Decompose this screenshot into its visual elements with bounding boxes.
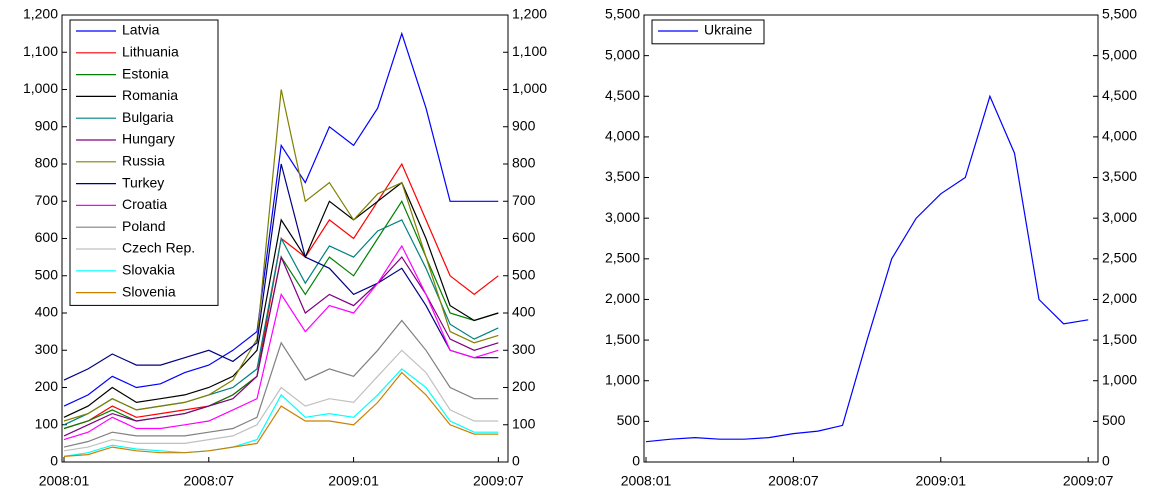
plot-frame bbox=[643, 14, 1099, 463]
series-line bbox=[63, 368, 499, 457]
y-tick-label: 3,500 bbox=[605, 168, 640, 184]
y-tick-label-right: 200 bbox=[512, 378, 536, 394]
legend-label: Slovenia bbox=[122, 283, 176, 299]
legend-label: Latvia bbox=[122, 22, 160, 38]
legend-label: Bulgaria bbox=[122, 109, 174, 125]
legend-box bbox=[69, 19, 219, 306]
series-line bbox=[63, 163, 499, 381]
y-tick-label: 600 bbox=[35, 229, 59, 245]
series-line bbox=[63, 349, 499, 452]
y-tick-label-right: 300 bbox=[512, 341, 536, 357]
x-tick-label: 2009:01 bbox=[328, 473, 379, 489]
series-line bbox=[63, 244, 499, 441]
y-tick-label: 0 bbox=[632, 453, 640, 469]
y-tick-label-right: 4,500 bbox=[1102, 87, 1137, 103]
y-tick-label: 3,000 bbox=[605, 209, 640, 225]
legend-label: Croatia bbox=[122, 196, 167, 212]
y-tick-label: 800 bbox=[35, 155, 59, 171]
y-tick-label: 1,200 bbox=[23, 6, 58, 22]
y-tick-label-right: 4,000 bbox=[1102, 128, 1137, 144]
y-tick-label-right: 0 bbox=[1102, 453, 1110, 469]
y-tick-label: 4,500 bbox=[605, 87, 640, 103]
x-tick-label: 2009:07 bbox=[1063, 473, 1114, 489]
y-tick-label: 700 bbox=[35, 192, 59, 208]
legend-label: Slovakia bbox=[122, 262, 175, 278]
y-tick-label: 400 bbox=[35, 304, 59, 320]
y-tick-label: 1,000 bbox=[23, 80, 58, 96]
y-tick-label: 4,000 bbox=[605, 128, 640, 144]
y-tick-label-right: 700 bbox=[512, 192, 536, 208]
y-tick-label-right: 3,000 bbox=[1102, 209, 1137, 225]
y-tick-label-right: 1,200 bbox=[512, 6, 547, 22]
y-tick-label: 500 bbox=[35, 266, 59, 282]
y-tick-label: 1,500 bbox=[605, 331, 640, 347]
y-tick-label-right: 1,000 bbox=[512, 80, 547, 96]
y-tick-label-right: 100 bbox=[512, 415, 536, 431]
y-tick-label: 5,500 bbox=[605, 6, 640, 22]
series-line bbox=[63, 31, 499, 407]
x-tick-label: 2009:01 bbox=[915, 473, 966, 489]
y-tick-label: 1,100 bbox=[23, 43, 58, 59]
legend-label: Poland bbox=[122, 218, 166, 234]
legend-label: Czech Rep. bbox=[122, 240, 195, 256]
legend-box bbox=[651, 19, 765, 45]
legend-label: Lithuania bbox=[122, 44, 179, 60]
legend-label: Russia bbox=[122, 153, 165, 169]
series-line bbox=[63, 181, 499, 418]
y-tick-label: 2,500 bbox=[605, 250, 640, 266]
y-tick-label: 0 bbox=[50, 453, 58, 469]
legend-label: Ukraine bbox=[704, 22, 752, 38]
y-tick-label: 500 bbox=[617, 412, 641, 428]
x-tick-label: 2008:07 bbox=[768, 473, 819, 489]
series-line bbox=[645, 94, 1089, 443]
legend-label: Turkey bbox=[122, 174, 164, 190]
y-tick-label: 2,000 bbox=[605, 290, 640, 306]
y-tick-label-right: 900 bbox=[512, 117, 536, 133]
x-tick-label: 2008:07 bbox=[183, 473, 234, 489]
series-line bbox=[63, 371, 499, 457]
y-tick-label-right: 500 bbox=[1102, 412, 1126, 428]
y-tick-label-right: 3,500 bbox=[1102, 168, 1137, 184]
y-tick-label-right: 800 bbox=[512, 155, 536, 171]
y-tick-label-right: 600 bbox=[512, 229, 536, 245]
y-tick-label-right: 1,100 bbox=[512, 43, 547, 59]
y-tick-label-right: 1,000 bbox=[1102, 371, 1137, 387]
y-tick-label-right: 0 bbox=[512, 453, 520, 469]
y-tick-label: 200 bbox=[35, 378, 59, 394]
y-tick-label-right: 500 bbox=[512, 266, 536, 282]
legend-label: Estonia bbox=[122, 65, 169, 81]
legend-label: Hungary bbox=[122, 131, 175, 147]
y-tick-label: 5,000 bbox=[605, 46, 640, 62]
series-line bbox=[63, 319, 499, 448]
x-tick-label: 2008:01 bbox=[621, 473, 672, 489]
legend-label: Romania bbox=[122, 87, 178, 103]
y-tick-label: 100 bbox=[35, 415, 59, 431]
y-tick-label-right: 5,000 bbox=[1102, 46, 1137, 62]
y-tick-label-right: 2,000 bbox=[1102, 290, 1137, 306]
x-tick-label: 2008:01 bbox=[39, 473, 90, 489]
y-tick-label: 1,000 bbox=[605, 371, 640, 387]
y-tick-label: 300 bbox=[35, 341, 59, 357]
y-tick-label-right: 400 bbox=[512, 304, 536, 320]
y-tick-label-right: 2,500 bbox=[1102, 250, 1137, 266]
series-line bbox=[63, 89, 499, 422]
y-tick-label-right: 1,500 bbox=[1102, 331, 1137, 347]
y-tick-label-right: 5,500 bbox=[1102, 6, 1137, 22]
x-tick-label: 2009:07 bbox=[473, 473, 524, 489]
y-tick-label: 900 bbox=[35, 117, 59, 133]
